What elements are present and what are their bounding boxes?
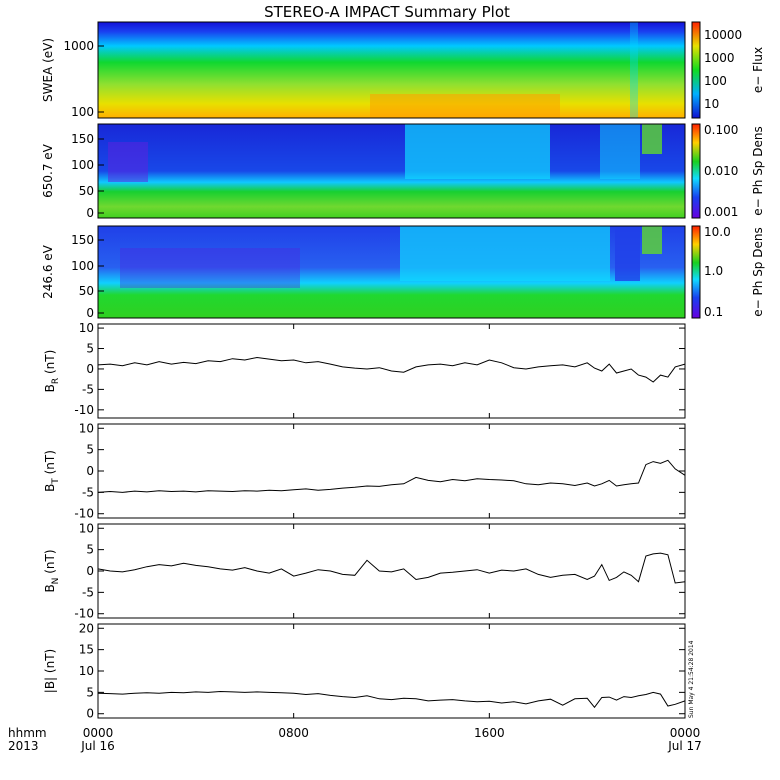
bmag-ytick-label: 5 [86, 685, 94, 699]
bn-ytick-label: 10 [79, 521, 94, 535]
pad650-yticks [98, 138, 104, 214]
swea-colorbar-label: e− Flux [751, 47, 765, 93]
pad246-green-region [642, 226, 662, 254]
br-panel: 10 5 0 -5 -10 BR (nT) [43, 321, 686, 419]
time-tick-label: 1600 [474, 726, 505, 740]
pad650-tick-label-0: 0 [86, 206, 94, 220]
bt-ytick-label: 0 [86, 464, 94, 478]
pad246-cb-tick-2: 0.1 [704, 305, 723, 319]
pad650-cyan-region-2 [600, 124, 640, 179]
pad246-ylabel: 246.6 eV [41, 244, 55, 299]
bn-panel: 10 5 0 -5 -10 BN (nT) [43, 521, 686, 621]
pad650-ylabel: 650.7 eV [41, 143, 55, 198]
br-ytick-label: -5 [82, 382, 94, 396]
swea-cb-tick-3: 10 [704, 97, 719, 111]
pad650-green-region [642, 124, 662, 154]
magnetic-field-panels: 10 5 0 -5 -10 BR (nT) 10 5 0 -5 -10 BT (nT) 10 5 0 -5 -1… [43, 321, 686, 721]
year-label: 2013 [8, 739, 39, 753]
swea-colorbar [691, 21, 701, 119]
pad246-cyan-region [400, 226, 610, 281]
pad246-frame [97, 225, 686, 319]
br-ylabel: BR (nT) [43, 350, 61, 393]
pad246-blue-region [615, 226, 640, 281]
bt-ytick-label: 10 [79, 421, 94, 435]
pad650-cb-tick-2: 0.001 [704, 205, 738, 219]
br-series-line [97, 356, 686, 383]
time-tick-label: 0000 [83, 726, 114, 740]
bmag-ytick-label: 20 [79, 621, 94, 635]
bmag-series-line [97, 690, 686, 709]
bt-ytick-label: -10 [74, 507, 94, 521]
time-tick-label: 0000 [670, 726, 701, 740]
pad650-cb-tick-0: 0.100 [704, 123, 738, 137]
pad650-colorbar-label: e− Ph Sp Dens [751, 126, 765, 215]
pad246-yticks [98, 239, 104, 314]
pad650-frame [97, 123, 686, 219]
pad246-tick-label-0: 0 [86, 306, 94, 320]
swea-ylabel: SWEA (eV) [41, 38, 55, 102]
bn-ytick-label: 5 [86, 543, 94, 557]
bmag-ytick-label: 10 [79, 664, 94, 678]
swea-gap-stripe [630, 22, 638, 118]
pad246-colorbar [691, 225, 701, 319]
pad246-tick-label-100: 100 [71, 259, 94, 273]
time-axis: 0000 0800 1600 0000 [83, 726, 701, 740]
br-ytick-label: -10 [74, 403, 94, 417]
bt-ylabel: BT (nT) [43, 450, 61, 492]
pad650-tick-label-100: 100 [71, 158, 94, 172]
bn-ytick-label: 0 [86, 564, 94, 578]
pad650-cyan-region [405, 124, 550, 179]
swea-cb-tick-0: 10000 [704, 28, 742, 42]
swea-cb-tick-2: 100 [704, 74, 727, 88]
pad246-lowflux-region [120, 248, 300, 288]
pad650-spectrogram [98, 124, 685, 218]
pad650-panel: 650.7 eV 150 100 50 0 0.100 0.010 0.001 … [41, 123, 765, 220]
br-ytick-label: 0 [86, 362, 94, 376]
pad246-tick-label-150: 150 [71, 233, 94, 247]
swea-panel: SWEA (eV) 1000 100 10000 1000 100 10 e− … [41, 21, 765, 119]
bn-frame [97, 523, 686, 619]
bmag-ylabel: |B| (nT) [43, 649, 57, 693]
bn-ytick-label: -5 [82, 585, 94, 599]
date-start-label: Jul 16 [80, 739, 115, 753]
br-ytick-label: 10 [79, 321, 94, 335]
swea-tick-label-1000: 1000 [63, 39, 94, 53]
swea-tick-label-100: 100 [71, 105, 94, 119]
pad650-tick-label-50: 50 [79, 184, 94, 198]
bn-series-line [97, 552, 686, 584]
bn-ytick-label: -10 [74, 607, 94, 621]
bmag-ytick-label: 0 [86, 707, 94, 721]
bmag-panel: 20 15 10 5 0 |B| (nT) [43, 621, 686, 721]
pad246-tick-label-50: 50 [79, 284, 94, 298]
bn-ylabel: BN (nT) [43, 549, 61, 592]
bt-frame [97, 423, 686, 519]
bt-ytick-label: 5 [86, 443, 94, 457]
swea-cb-tick-1: 1000 [704, 51, 735, 65]
date-end-label: Jul 17 [667, 739, 702, 753]
hhmm-label: hhmm [8, 726, 47, 740]
br-ytick-label: 5 [86, 342, 94, 356]
pad650-lowflux-region [108, 142, 148, 182]
time-tick-label: 0800 [278, 726, 309, 740]
pad650-tick-label-150: 150 [71, 132, 94, 146]
bt-panel: 10 5 0 -5 -10 BT (nT) [43, 421, 686, 521]
pad650-cb-tick-1: 0.010 [704, 164, 738, 178]
pad650-colorbar [691, 123, 701, 219]
pad246-colorbar-label: e− Ph Sp Dens [751, 227, 765, 316]
br-frame [97, 323, 686, 419]
bmag-ytick-label: 15 [79, 643, 94, 657]
bt-series-line [97, 459, 686, 493]
swea-frame [97, 21, 686, 119]
pad246-cb-tick-0: 10.0 [704, 225, 731, 239]
swea-hot-region [370, 94, 560, 118]
plot-title: STEREO-A IMPACT Summary Plot [264, 3, 510, 21]
pad246-panel: 246.6 eV 150 100 50 0 10.0 1.0 0.1 e− Ph… [41, 225, 765, 320]
pad246-cb-tick-1: 1.0 [704, 264, 723, 278]
bt-ytick-label: -5 [82, 485, 94, 499]
timestamp-stamp: Sun May 4 21:54:28 2014 [688, 640, 695, 718]
